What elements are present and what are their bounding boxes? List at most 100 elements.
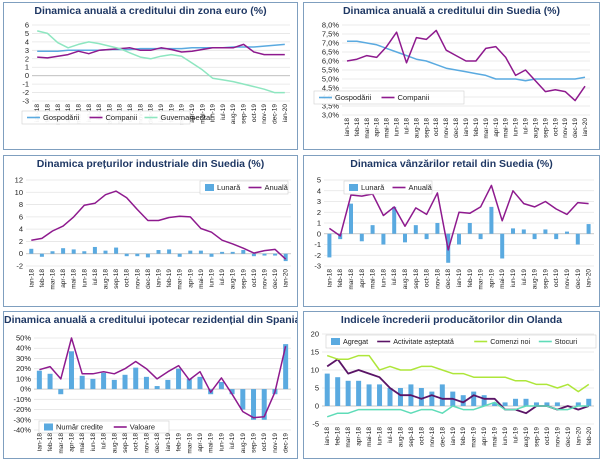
bar (543, 229, 548, 234)
legend-label: Stocuri (555, 337, 578, 346)
x-tick-label: feb-18 (354, 118, 361, 137)
bar (397, 388, 403, 406)
y-tick-label: -3 (22, 97, 29, 106)
legend: Gospodării Companii (313, 90, 465, 105)
x-tick-label: ian-19 (463, 118, 470, 136)
x-tick-label: nov-18 (429, 427, 436, 447)
x-tick-label: nov-19 (261, 104, 268, 124)
x-tick-label: sep-18 (413, 269, 420, 289)
x-tick-label: feb-20 (586, 427, 593, 446)
bar (554, 402, 560, 406)
y-tick-label: 0 (19, 249, 23, 258)
bar (513, 398, 519, 406)
x-tick-label: mar-18 (58, 433, 65, 454)
y-tick-label: 8 (19, 200, 23, 209)
x-tick-label: mar-18 (345, 427, 352, 448)
x-tick-label: iul-18 (92, 269, 99, 285)
x-tick-label: apr-18 (359, 269, 366, 288)
x-tick-label: feb-18 (335, 427, 342, 446)
bar (145, 253, 150, 258)
x-tick-label: mai-18 (370, 269, 377, 289)
x-tick-label: mar-18 (50, 269, 57, 290)
y-tick-label: 10 (15, 188, 23, 197)
y-tick-label: 40% (16, 344, 31, 353)
x-tick-label: iun-19 (513, 118, 520, 136)
chart-panel-sweden-credit: Dinamica anuală a creditului din Suedia … (303, 2, 600, 150)
bar (92, 246, 97, 254)
bar (413, 225, 418, 234)
series-line-gospod-rii (347, 40, 586, 82)
legend-label: Anuală (265, 183, 289, 192)
legend: Număr credite Valoare (38, 420, 170, 434)
x-tick-label: dec-19 (272, 104, 279, 124)
x-tick-label: ian-19 (456, 269, 463, 287)
legend-swatch (331, 338, 340, 345)
series-line-gospod-rii (37, 43, 285, 52)
x-tick-label: mar-19 (186, 433, 193, 454)
bar (82, 251, 87, 254)
x-tick-label: mar-18 (364, 118, 371, 139)
y-tick-label: -40% (13, 426, 31, 435)
bar (481, 395, 487, 406)
y-tick-label: 2 (25, 54, 29, 63)
x-tick-label: oct-18 (433, 118, 440, 136)
y-tick-label: 0 (315, 402, 319, 411)
y-tick-label: -30% (13, 415, 31, 424)
bar (241, 250, 246, 254)
x-tick-label: aug-19 (240, 433, 247, 454)
x-tick-label: ian-19 (156, 269, 163, 287)
bar (251, 253, 256, 257)
bar (435, 223, 440, 234)
bar (565, 231, 569, 234)
bar (381, 233, 386, 245)
y-tick-label: 20 (311, 330, 319, 339)
bar (177, 253, 182, 257)
legend-label: Agregat (343, 337, 368, 346)
x-tick-label: oct-19 (553, 269, 560, 287)
x-tick-label: nov-18 (443, 118, 450, 138)
bar (39, 253, 44, 257)
x-tick-label: feb-19 (176, 433, 183, 452)
x-tick-label: iul-18 (387, 427, 394, 443)
x-tick-label: mai-19 (503, 118, 510, 138)
bar (335, 377, 341, 406)
y-tick-label: 7,5% (322, 30, 339, 39)
bar (133, 367, 139, 390)
legend-swatch (44, 423, 53, 431)
y-tick-label: 5 (315, 384, 319, 393)
y-tick-label: -2 (314, 251, 321, 260)
x-tick-label: apr-19 (197, 433, 204, 452)
series-line-comenzi-noi (326, 354, 590, 393)
x-tick-label: sep-19 (533, 427, 540, 447)
bar (176, 368, 182, 390)
bar (58, 389, 64, 395)
y-tick-label: 6,5% (322, 48, 339, 57)
euro-credit-chart: -3-2-10123456ian-18feb-18mar-18apr-18mai… (21, 21, 290, 125)
y-tick-label: 6 (19, 212, 23, 221)
x-tick-label: iul-18 (403, 118, 410, 134)
bar (489, 206, 494, 234)
x-tick-label: iul-18 (391, 269, 398, 285)
x-tick-label: dec-18 (445, 269, 452, 289)
bar (261, 389, 267, 420)
spain-mortgage-chart: -40% -30%-20%-10%0% 10%20%30%40%50% ian-18 f… (13, 334, 291, 454)
y-tick-label: -2 (22, 88, 29, 97)
bar (366, 384, 372, 406)
chart-title: Indicele încrederii producătorilor din O… (340, 314, 563, 326)
x-tick-label: dec-18 (439, 427, 446, 447)
x-tick-label: nov-18 (134, 269, 141, 289)
bar (143, 376, 149, 390)
series-line-valoare (39, 337, 287, 419)
legend-label: Gospodării (335, 93, 372, 102)
x-tick-label: feb-18 (47, 433, 54, 452)
x-tick-label: aug-18 (413, 118, 420, 139)
x-tick-label: mar-19 (478, 269, 485, 290)
x-tick-label: apr-19 (493, 118, 500, 137)
y-tick-label: 5,0% (322, 75, 339, 84)
x-tick-label: iun-19 (210, 104, 217, 122)
y-tick-label: 5,5% (322, 66, 339, 75)
bar (101, 372, 107, 390)
legend-label: Număr credite (56, 423, 103, 432)
x-tick-label: mai-19 (492, 427, 499, 447)
x-tick-label: iun-19 (510, 269, 517, 287)
